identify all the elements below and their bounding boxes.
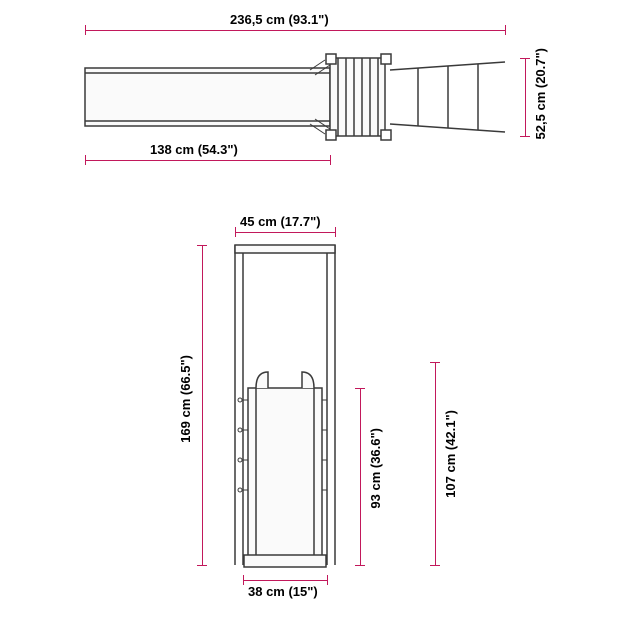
front-view-drawing — [0, 200, 620, 620]
dim-label-depth: 52,5 cm (20.7") — [533, 48, 548, 139]
dim-line-slide-height — [360, 388, 361, 565]
dim-label-total-width: 236,5 cm (93.1") — [230, 12, 329, 27]
dim-label-outer-width: 45 cm (17.7") — [240, 214, 321, 229]
dim-label-side-height: 107 cm (42.1") — [443, 410, 458, 498]
dim-line-total-width — [85, 30, 505, 31]
dim-tick — [235, 227, 236, 237]
dim-tick — [243, 575, 244, 585]
dim-label-total-height: 169 cm (66.5") — [178, 355, 193, 443]
dim-label-inner-width: 38 cm (15") — [248, 584, 318, 599]
dim-line-outer-width — [235, 232, 335, 233]
dim-line-depth — [525, 58, 526, 136]
dim-tick — [327, 575, 328, 585]
dim-tick — [197, 245, 207, 246]
dim-tick — [85, 25, 86, 35]
dim-tick — [85, 155, 86, 165]
dim-line-slide-width — [85, 160, 330, 161]
dim-tick — [505, 25, 506, 35]
dim-line-side-height — [435, 362, 436, 565]
dim-tick — [355, 388, 365, 389]
dim-tick — [355, 565, 365, 566]
dim-tick — [330, 155, 331, 165]
dim-tick — [197, 565, 207, 566]
dim-tick — [430, 362, 440, 363]
dim-tick — [335, 227, 336, 237]
dim-label-slide-width: 138 cm (54.3") — [150, 142, 238, 157]
dim-tick — [430, 565, 440, 566]
dim-tick — [520, 58, 530, 59]
dim-line-inner-width — [243, 580, 327, 581]
dim-label-slide-height: 93 cm (36.6") — [368, 428, 383, 509]
dim-tick — [520, 136, 530, 137]
dim-line-total-height — [202, 245, 203, 565]
